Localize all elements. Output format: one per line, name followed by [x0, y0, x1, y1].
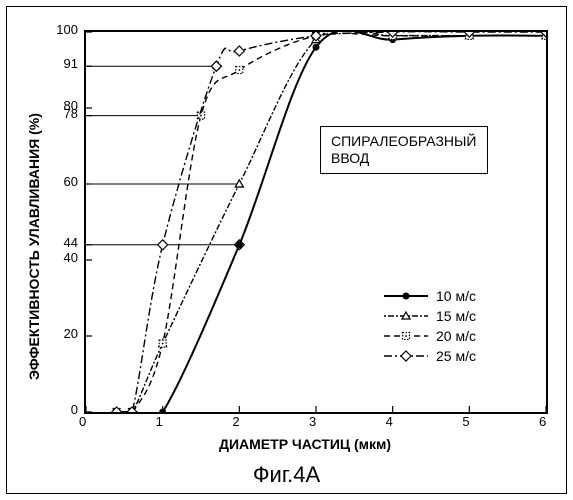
chart-svg	[86, 32, 546, 412]
legend-label: 25 м/с	[436, 348, 476, 364]
y-tick-label: 60	[42, 174, 78, 189]
legend-label: 10 м/с	[436, 288, 476, 304]
legend-item: 10 м/с	[382, 286, 476, 306]
y-tick-label: 100	[42, 22, 78, 37]
x-tick-label: 5	[462, 414, 469, 429]
x-tick-label: 4	[386, 414, 393, 429]
legend-label: 20 м/с	[436, 328, 476, 344]
x-axis-label: ДИАМЕТР ЧАСТИЦ (мкм)	[219, 436, 391, 452]
x-tick-label: 0	[79, 414, 86, 429]
y-tick-label: 40	[42, 250, 78, 265]
figure-container: ЭФФЕКТИВНОСТЬ УЛАВЛИВАНИЯ (%) ДИАМЕТР ЧА…	[0, 0, 573, 500]
y-tick-label: 0	[42, 402, 78, 417]
legend-label: 15 м/с	[436, 308, 476, 324]
y-tick-label: 80	[42, 98, 78, 113]
legend-item: 20 м/с	[382, 326, 476, 346]
legend-item: 25 м/с	[382, 346, 476, 366]
y-axis-label: ЭФФЕКТИВНОСТЬ УЛАВЛИВАНИЯ (%)	[26, 113, 42, 380]
x-tick-label: 1	[156, 414, 163, 429]
chart-plot	[84, 30, 548, 414]
x-tick-label: 6	[539, 414, 546, 429]
y-tick-label: 91	[42, 56, 78, 71]
legend: 10 м/с 15 м/с 20 м/с 25 м/с	[382, 286, 476, 366]
x-tick-label: 2	[232, 414, 239, 429]
legend-item: 15 м/с	[382, 306, 476, 326]
x-tick-label: 3	[309, 414, 316, 429]
y-tick-label: 44	[42, 235, 78, 250]
figure-caption: Фиг.4A	[0, 462, 573, 488]
y-tick-label: 20	[42, 326, 78, 341]
inset-label-box: СПИРАЛЕОБРАЗНЫЙВВОД	[320, 126, 488, 174]
